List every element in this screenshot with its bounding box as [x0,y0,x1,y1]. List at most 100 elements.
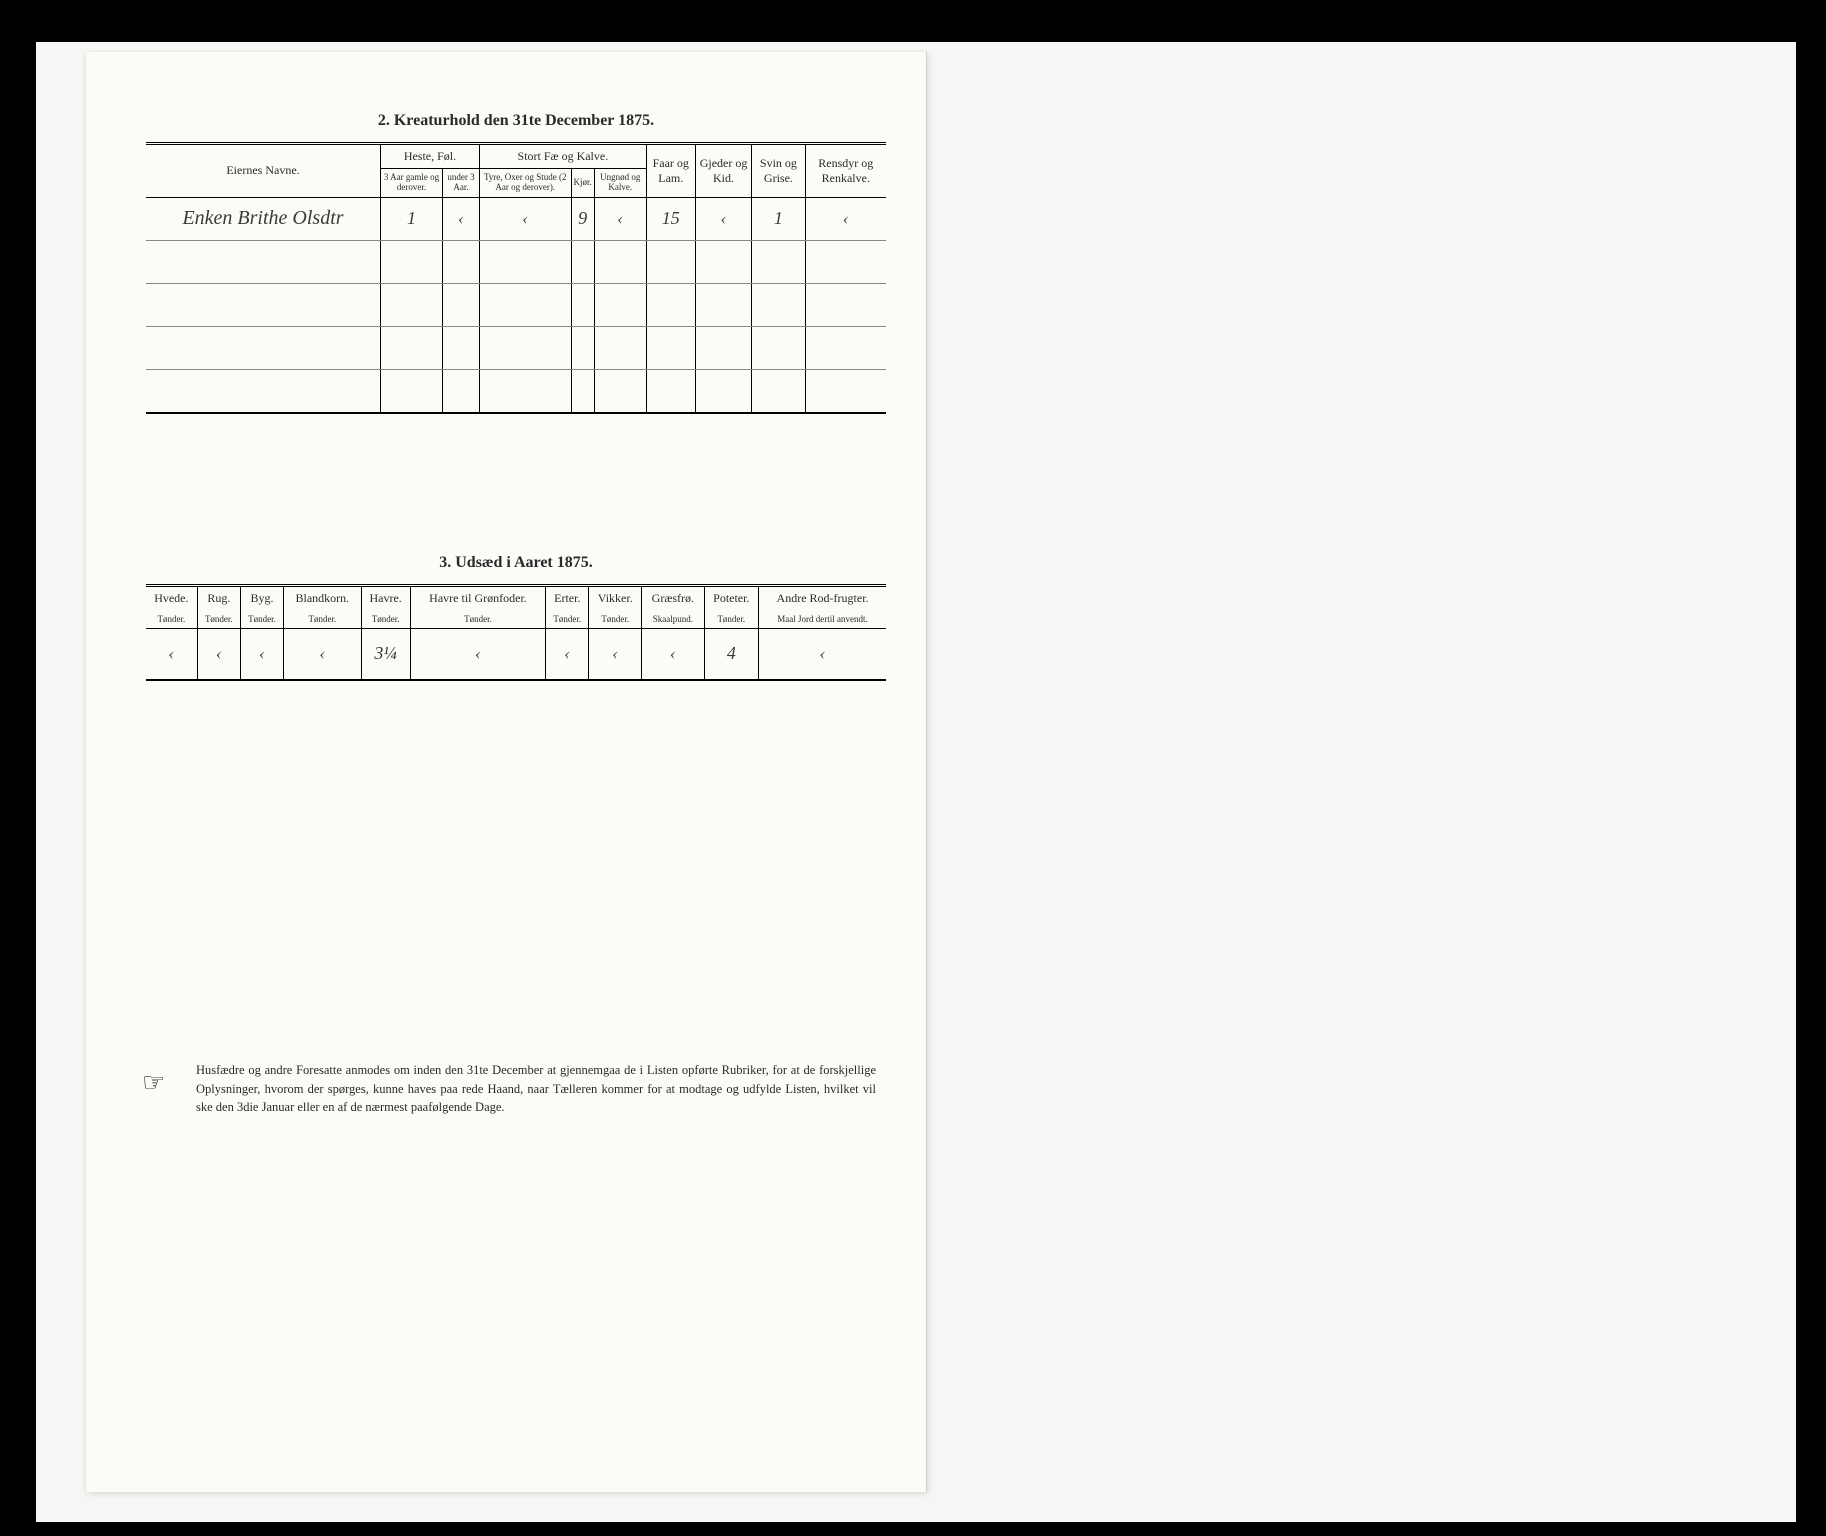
data-cell [752,283,805,326]
data-cell [594,369,646,413]
data-cell [805,283,886,326]
col-group-cattle: Stort Fæ og Kalve. [479,144,646,169]
data-cell: ‹ [594,197,646,240]
data-cell: ‹ [146,628,197,680]
data-cell: 4 [704,628,759,680]
col-header: Andre Rod-frugter. [759,585,886,610]
section-2-title: 2. Kreaturhold den 31te December 1875. [146,112,886,130]
data-cell [381,326,443,369]
data-cell [752,369,805,413]
col-header: Poteter. [704,585,759,610]
data-cell [479,283,571,326]
footer-text: Husfædre og andre Foresatte anmodes om i… [196,1063,876,1115]
col-unit: Tønder. [284,610,361,629]
data-cell [571,240,594,283]
data-cell [571,369,594,413]
col-group-horses: Heste, Føl. [381,144,480,169]
col-header: Hvede. [146,585,197,610]
owner-name-cell: Enken Brithe Olsdtr [146,197,381,240]
data-cell [381,240,443,283]
owner-name-cell [146,240,381,283]
col-unit: Tønder. [704,610,759,629]
col-unit: Tønder. [240,610,283,629]
data-cell [805,369,886,413]
data-cell: ‹ [759,628,886,680]
data-cell [571,326,594,369]
col-unit: Tønder. [546,610,589,629]
table-row [146,326,886,369]
col-header: Havre. [361,585,410,610]
data-cell [646,283,695,326]
data-cell: ‹ [197,628,240,680]
sub-calves: Ungnød og Kalve. [594,169,646,198]
data-cell: ‹ [410,628,545,680]
sowing-table: Hvede.Rug.Byg.Blandkorn.Havre.Havre til … [146,584,886,681]
col-goats: Gjeder og Kid. [695,144,752,198]
col-unit: Tønder. [361,610,410,629]
data-cell: 9 [571,197,594,240]
table-row [146,283,886,326]
owner-name-cell [146,369,381,413]
data-cell [381,283,443,326]
data-cell [695,240,752,283]
col-header: Blandkorn. [284,585,361,610]
data-cell [381,369,443,413]
data-cell [479,326,571,369]
sub-horses-3plus: 3 Aar gamle og derover. [381,169,443,198]
data-cell [646,326,695,369]
data-cell [571,283,594,326]
col-header: Byg. [240,585,283,610]
data-cell: ‹ [805,197,886,240]
data-cell: 3¼ [361,628,410,680]
data-cell [752,240,805,283]
data-cell: ‹ [479,197,571,240]
col-unit: Tønder. [589,610,642,629]
data-cell: ‹ [284,628,361,680]
data-cell [805,326,886,369]
col-sheep: Faar og Lam. [646,144,695,198]
data-cell [805,240,886,283]
data-cell: ‹ [240,628,283,680]
col-header: Rug. [197,585,240,610]
data-cell [594,283,646,326]
data-cell [479,369,571,413]
data-cell: 1 [381,197,443,240]
sub-cows: Kjør. [571,169,594,198]
data-cell: 15 [646,197,695,240]
footer-note: ☞ Husfædre og andre Foresatte anmodes om… [146,1061,886,1117]
col-unit: Maal Jord dertil anvendt. [759,610,886,629]
data-cell [443,369,480,413]
owner-name-cell [146,326,381,369]
data-cell: ‹ [642,628,704,680]
col-header: Græsfrø. [642,585,704,610]
col-unit: Skaalpund. [642,610,704,629]
data-cell [479,240,571,283]
col-unit: Tønder. [197,610,240,629]
col-header: Havre til Grønfoder. [410,585,545,610]
pointing-hand-icon: ☞ [142,1063,165,1102]
data-cell: ‹ [443,197,480,240]
data-cell: ‹ [695,197,752,240]
data-cell [594,240,646,283]
col-unit: Tønder. [410,610,545,629]
scan-background: 2. Kreaturhold den 31te December 1875. E… [36,42,1796,1522]
data-cell [443,283,480,326]
table-row [146,240,886,283]
section-3-title: 3. Udsæd i Aaret 1875. [146,554,886,572]
data-cell [594,326,646,369]
sub-horses-under3: under 3 Aar. [443,169,480,198]
data-cell [646,240,695,283]
data-cell: ‹ [589,628,642,680]
col-header: Vikker. [589,585,642,610]
data-cell [443,240,480,283]
data-cell [695,326,752,369]
col-owner-name: Eiernes Navne. [146,144,381,198]
table-row: Enken Brithe Olsdtr1‹‹9‹15‹1‹ [146,197,886,240]
data-cell: ‹ [546,628,589,680]
sub-bulls: Tyre, Oxer og Stude (2 Aar og derover). [479,169,571,198]
data-cell: 1 [752,197,805,240]
data-cell [443,326,480,369]
col-pigs: Svin og Grise. [752,144,805,198]
data-cell [695,369,752,413]
document-page: 2. Kreaturhold den 31te December 1875. E… [86,52,927,1492]
